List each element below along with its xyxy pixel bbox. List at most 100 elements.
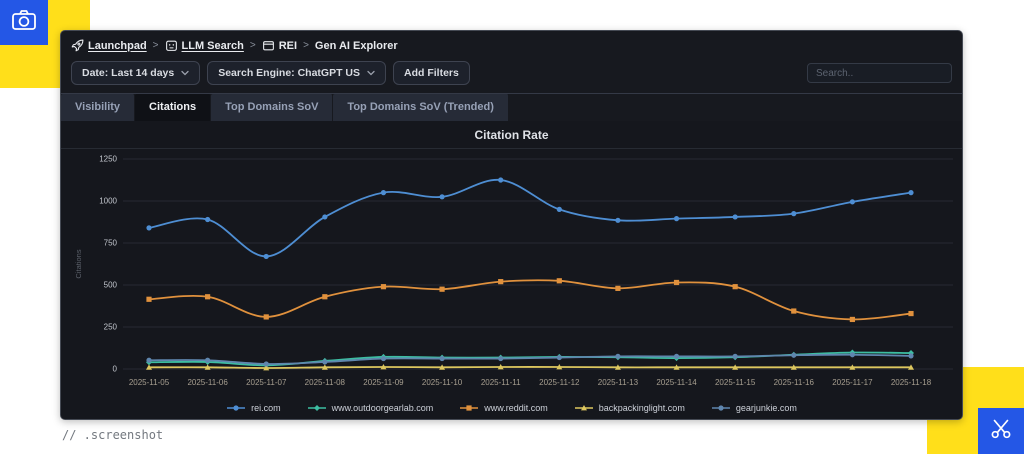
data-point-marker (498, 279, 504, 285)
data-point-marker (791, 352, 797, 358)
x-tick-label: 2025-11-15 (715, 378, 756, 387)
breadcrumb-separator: > (303, 40, 309, 51)
app-panel: Launchpad > LLM Search > (60, 30, 963, 420)
data-point-marker (439, 355, 445, 362)
data-point-marker (439, 364, 446, 370)
series-line-rei.com (148, 179, 912, 258)
legend-label: gearjunkie.com (735, 403, 797, 413)
search-input[interactable] (807, 63, 952, 84)
data-point-marker (322, 359, 328, 365)
legend-item-www.reddit.com[interactable]: www.reddit.com (459, 403, 548, 413)
y-tick-label: 250 (104, 323, 118, 332)
camera-badge (0, 0, 48, 45)
legend-item-www.outdoorgearlab.com[interactable]: www.outdoorgearlab.com (307, 403, 433, 413)
series-line-gearjunkie.com (148, 353, 912, 365)
add-filters-label: Add Filters (404, 67, 459, 79)
breadcrumb: Launchpad > LLM Search > (61, 31, 962, 56)
tab-top-domains-sov-trended[interactable]: Top Domains SoV (Trended) (333, 94, 509, 121)
data-point-marker (908, 310, 914, 317)
legend-item-gearjunkie.com[interactable]: gearjunkie.com (711, 403, 797, 413)
chart-title: Citation Rate (61, 121, 962, 149)
breadcrumb-item-launchpad[interactable]: Launchpad (71, 39, 147, 52)
x-tick-label: 2025-11-12 (539, 378, 580, 387)
data-point-marker (146, 296, 152, 302)
x-tick-label: 2025-11-14 (656, 378, 697, 387)
data-point-marker (790, 364, 797, 370)
data-point-marker (732, 364, 739, 370)
search-engine-filter-dropdown[interactable]: Search Engine: ChatGPT US (207, 61, 386, 85)
data-point-marker (380, 284, 387, 290)
data-point-marker (732, 353, 738, 359)
x-tick-label: 2025-11-10 (422, 378, 463, 387)
data-point-marker (380, 190, 387, 196)
data-point-marker (673, 353, 680, 359)
legend-item-rei.com[interactable]: rei.com (226, 403, 281, 413)
legend-marker (711, 405, 730, 411)
data-point-marker (205, 294, 211, 300)
date-filter-label: Date: Last 14 days (82, 67, 175, 79)
breadcrumb-item-current-page: Gen AI Explorer (315, 40, 398, 52)
x-tick-label: 2025-11-11 (481, 378, 521, 387)
y-tick-label: 500 (104, 281, 118, 290)
data-point-marker (322, 294, 328, 300)
data-point-marker (380, 363, 387, 370)
x-tick-label: 2025-11-08 (305, 378, 346, 387)
legend-marker (574, 405, 593, 411)
data-point-marker (205, 216, 211, 223)
x-tick-label: 2025-11-17 (832, 378, 873, 387)
robot-icon (165, 39, 178, 52)
data-point-marker (615, 217, 621, 223)
data-point-marker (673, 364, 680, 370)
data-point-marker (556, 278, 562, 284)
legend-label: www.reddit.com (484, 403, 548, 413)
tab-visibility[interactable]: Visibility (61, 94, 136, 121)
data-point-marker (615, 285, 621, 291)
data-point-marker (908, 190, 914, 196)
data-point-marker (146, 357, 152, 363)
data-point-marker (556, 206, 562, 212)
add-filters-button[interactable]: Add Filters (393, 61, 470, 85)
legend-marker (227, 405, 246, 411)
x-tick-label: 2025-11-07 (246, 378, 287, 387)
data-point-marker (321, 364, 328, 370)
x-tick-label: 2025-11-09 (363, 378, 404, 387)
data-point-marker (263, 361, 269, 367)
legend-item-backpackinglight.com[interactable]: backpackinglight.com (574, 403, 685, 413)
date-filter-dropdown[interactable]: Date: Last 14 days (71, 61, 201, 85)
y-tick-label: 750 (104, 239, 118, 248)
data-point-marker (466, 405, 472, 411)
tab-citations[interactable]: Citations (135, 94, 212, 121)
data-point-marker (556, 363, 563, 370)
data-point-marker (791, 211, 797, 217)
data-point-marker (146, 225, 152, 231)
camera-icon (11, 8, 37, 37)
x-tick-label: 2025-11-06 (187, 378, 228, 387)
breadcrumb-item-rei[interactable]: REI (262, 39, 297, 52)
series-line-backpackinglight.com (148, 366, 912, 369)
legend-label: rei.com (251, 403, 281, 413)
citation-rate-chart: 0 250 500 750 1000 1250 Citations 2025-11-05 202… (74, 155, 953, 387)
legend-marker (307, 405, 326, 411)
data-point-marker (263, 364, 270, 371)
data-point-marker (439, 194, 445, 200)
data-point-marker (732, 284, 738, 290)
data-point-marker (849, 364, 856, 370)
data-point-marker (322, 214, 328, 220)
search-box (807, 63, 952, 84)
breadcrumb-label: Launchpad (88, 39, 147, 52)
data-point-marker (497, 363, 504, 370)
page-title: Gen AI Explorer (314, 39, 398, 52)
data-point-marker (791, 308, 797, 314)
scissors-icon (989, 417, 1013, 446)
chevron-down-icon (181, 70, 189, 76)
data-point-marker (673, 279, 680, 286)
breadcrumb-label: LLM Search (181, 39, 244, 52)
breadcrumb-separator: > (152, 40, 159, 51)
breadcrumb-label: REI (278, 39, 298, 52)
breadcrumb-item-llm-search[interactable]: LLM Search (165, 39, 244, 52)
data-point-marker (673, 216, 680, 222)
tab-top-domains-sov[interactable]: Top Domains SoV (211, 94, 334, 121)
y-tick-label: 1250 (99, 155, 117, 164)
data-point-marker (556, 354, 562, 361)
